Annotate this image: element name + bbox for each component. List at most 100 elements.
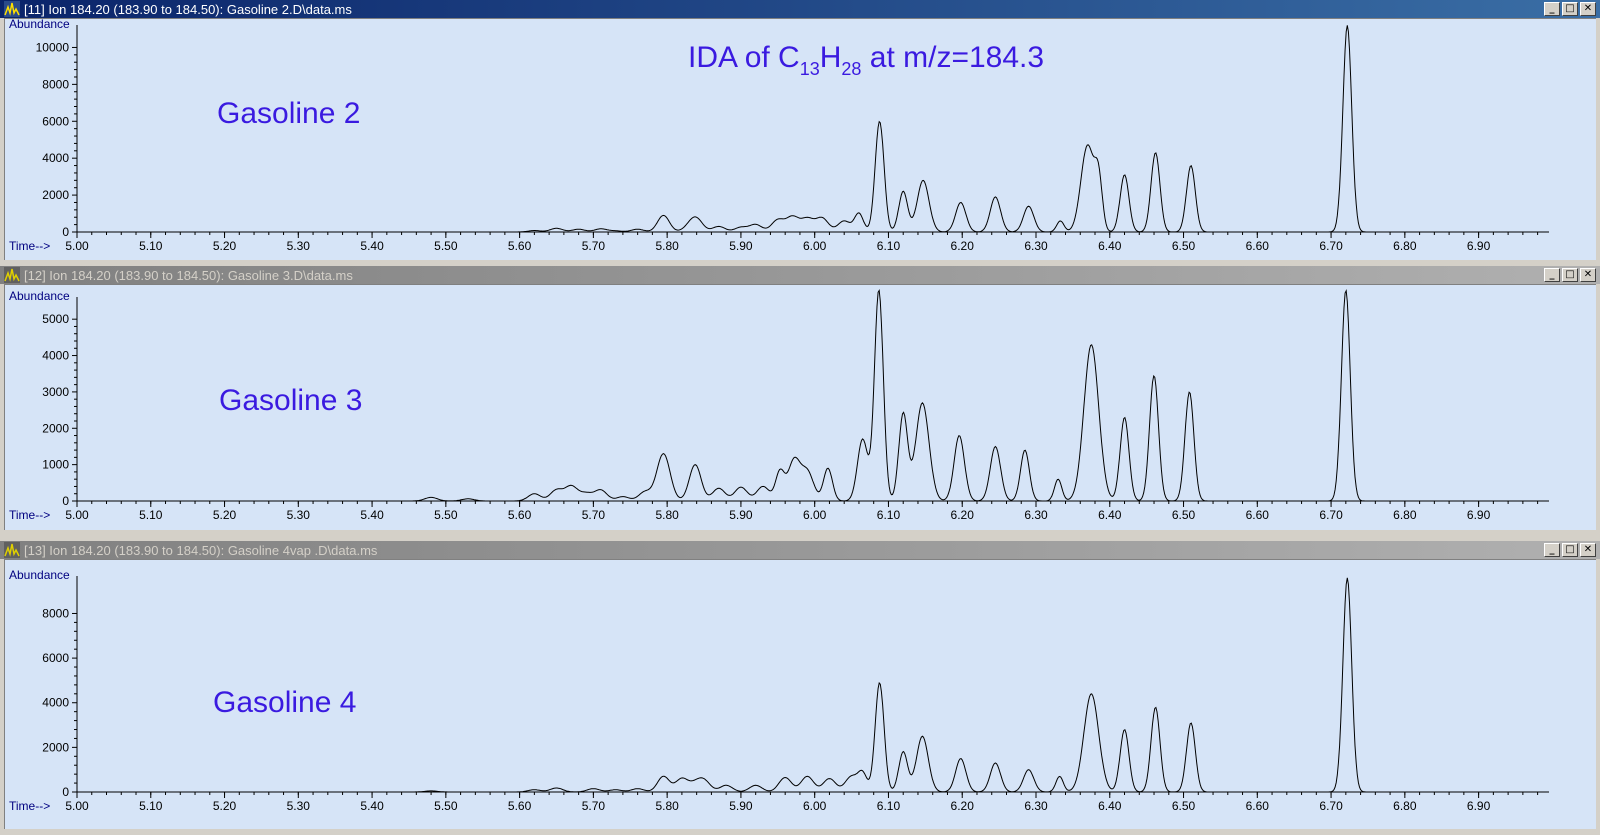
x-axis-label: Time-->	[9, 239, 50, 253]
y-tick-label: 8000	[42, 77, 69, 91]
minimize-button[interactable]: _	[1544, 2, 1560, 16]
x-tick-label: 5.80	[655, 508, 679, 522]
x-tick-label: 6.20	[951, 239, 975, 253]
subscript: 13	[800, 59, 820, 79]
maximize-button[interactable]: □	[1562, 2, 1578, 16]
x-tick-label: 5.30	[287, 799, 311, 813]
x-tick-label: 6.70	[1319, 239, 1343, 253]
y-tick-label: 1000	[42, 458, 69, 472]
y-tick-label: 4000	[42, 696, 69, 710]
close-button[interactable]: ✕	[1580, 268, 1596, 282]
x-tick-label: 6.90	[1467, 239, 1491, 253]
minimize-button[interactable]: _	[1544, 268, 1560, 282]
x-tick-label: 6.80	[1393, 799, 1417, 813]
x-tick-label: 6.70	[1319, 508, 1343, 522]
window-titlebar-3[interactable]: [13] Ion 184.20 (183.90 to 184.50): Gaso…	[0, 541, 1600, 559]
x-tick-label: 6.30	[1024, 239, 1048, 253]
x-tick-label: 5.10	[139, 239, 163, 253]
chromatogram-window-1: [11] Ion 184.20 (183.90 to 184.50): Gaso…	[0, 0, 1600, 260]
y-tick-label: 5000	[42, 312, 69, 326]
x-tick-label: 6.50	[1172, 239, 1196, 253]
x-tick-label: 6.00	[803, 239, 827, 253]
window-title: [11] Ion 184.20 (183.90 to 184.50): Gaso…	[24, 1, 352, 17]
x-tick-label: 6.90	[1467, 508, 1491, 522]
plot-area-2[interactable]: Abundance Time--> 0 1000 2000 3000 4000 5000 5.0…	[4, 284, 1596, 530]
chromatogram-chart-2: Abundance Time--> 0 1000 2000 3000 4000 5000 5.0…	[9, 288, 1549, 522]
y-tick-label: 2000	[42, 740, 69, 754]
sample-label: Gasoline 2	[217, 97, 360, 130]
chromatogram-chart-3: Abundance Time--> 0 2000 4000 6000 8000 5.00 5.1…	[9, 568, 1549, 813]
y-tick-label: 2000	[42, 188, 69, 202]
x-tick-label: 5.50	[434, 239, 458, 253]
x-tick-label: 5.40	[360, 239, 384, 253]
x-tick-label: 6.60	[1246, 799, 1270, 813]
x-tick-label: 6.30	[1024, 508, 1048, 522]
x-tick-label: 5.70	[582, 799, 606, 813]
x-tick-label: 6.80	[1393, 508, 1417, 522]
chromatogram-app-icon	[4, 267, 20, 283]
y-tick-label: 4000	[42, 151, 69, 165]
y-tick-label: 0	[62, 494, 69, 508]
chromatogram-chart-1: Abundance Time--> 0 2000 4000 6000 8000 10000 5.…	[9, 17, 1549, 253]
x-tick-label: 6.60	[1246, 508, 1270, 522]
annotation-part: H	[820, 41, 842, 74]
annotation-part: at m/z=184.3	[861, 41, 1044, 74]
close-button[interactable]: ✕	[1580, 543, 1596, 557]
y-axis-label: Abundance	[9, 19, 70, 31]
y-tick-label: 4000	[42, 349, 69, 363]
x-tick-label: 6.50	[1172, 508, 1196, 522]
x-tick-label: 6.40	[1098, 799, 1122, 813]
x-tick-label: 6.70	[1319, 799, 1343, 813]
x-tick-label: 5.00	[65, 508, 89, 522]
x-axis-label: Time-->	[9, 508, 50, 522]
x-tick-label: 5.10	[139, 799, 163, 813]
plot-area-1[interactable]: Abundance Time--> 0 2000 4000 6000 8000 10000 5.…	[4, 17, 1596, 260]
maximize-button[interactable]: □	[1562, 543, 1578, 557]
chromatogram-trace	[77, 577, 1545, 793]
x-tick-label: 6.10	[877, 239, 901, 253]
chromatogram-trace	[77, 288, 1545, 502]
window-title: [12] Ion 184.20 (183.90 to 184.50): Gaso…	[24, 267, 353, 283]
annotation-part: IDA of C	[688, 41, 800, 74]
close-button[interactable]: ✕	[1580, 2, 1596, 16]
window-titlebar-2[interactable]: [12] Ion 184.20 (183.90 to 184.50): Gaso…	[0, 266, 1600, 284]
x-tick-label: 6.40	[1098, 508, 1122, 522]
y-tick-label: 0	[62, 785, 69, 799]
chromatogram-app-icon	[4, 1, 20, 17]
x-tick-label: 5.30	[287, 508, 311, 522]
x-tick-label: 5.90	[729, 239, 753, 253]
x-tick-label: 6.00	[803, 508, 827, 522]
y-tick-label: 6000	[42, 651, 69, 665]
minimize-button[interactable]: _	[1544, 543, 1560, 557]
x-tick-label: 6.10	[877, 799, 901, 813]
annotation-title: IDA of C13H28 at m/z=184.3	[688, 41, 1044, 79]
maximize-button[interactable]: □	[1562, 268, 1578, 282]
window-titlebar-1[interactable]: [11] Ion 184.20 (183.90 to 184.50): Gaso…	[0, 0, 1600, 18]
y-tick-label: 10000	[36, 40, 70, 54]
x-tick-label: 5.20	[213, 799, 237, 813]
x-tick-label: 6.80	[1393, 239, 1417, 253]
x-tick-label: 5.80	[655, 239, 679, 253]
x-tick-label: 5.50	[434, 508, 458, 522]
subscript: 28	[841, 59, 861, 79]
y-tick-label: 2000	[42, 421, 69, 435]
y-tick-label: 6000	[42, 114, 69, 128]
x-tick-label: 5.20	[213, 508, 237, 522]
chromatogram-trace	[77, 25, 1545, 233]
y-tick-label: 0	[62, 225, 69, 239]
y-tick-label: 8000	[42, 606, 69, 620]
chromatogram-window-2: [12] Ion 184.20 (183.90 to 184.50): Gaso…	[0, 266, 1600, 530]
chromatogram-app-icon	[4, 542, 20, 558]
x-tick-label: 6.50	[1172, 799, 1196, 813]
x-tick-label: 5.40	[360, 799, 384, 813]
x-tick-label: 5.90	[729, 508, 753, 522]
y-tick-label: 3000	[42, 385, 69, 399]
x-tick-label: 6.90	[1467, 799, 1491, 813]
x-tick-label: 5.00	[65, 799, 89, 813]
x-tick-label: 5.20	[213, 239, 237, 253]
x-tick-label: 5.60	[508, 239, 532, 253]
x-tick-label: 5.40	[360, 508, 384, 522]
x-tick-label: 5.70	[582, 239, 606, 253]
x-tick-label: 6.20	[951, 799, 975, 813]
plot-area-3[interactable]: Abundance Time--> 0 2000 4000 6000 8000 5.00 5.1…	[4, 559, 1596, 829]
